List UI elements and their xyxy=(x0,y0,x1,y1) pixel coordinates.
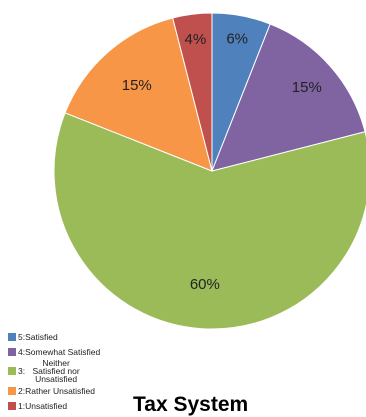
legend-swatch-4 xyxy=(8,347,16,356)
pie-slice-3 xyxy=(53,112,366,330)
legend-label-3: Neither Satisfied nor Unsatisfied xyxy=(32,358,80,384)
legend-label-2: Rather Unsatisfied xyxy=(25,385,96,396)
legend: 5: Satisfied 4: Somewhat Satisfied 3: Ne… xyxy=(8,331,188,415)
legend-item-1: 1: Unsatisfied xyxy=(8,400,188,411)
pie-slice-2 xyxy=(211,23,366,172)
legend-label-5: Satisfied xyxy=(25,331,58,342)
legend-swatch-3 xyxy=(8,367,16,375)
chart-title: Tax System xyxy=(133,393,249,416)
slice-label-2: 15% xyxy=(292,79,322,96)
legend-swatch-1 xyxy=(8,401,16,410)
legend-swatch-5 xyxy=(8,332,16,341)
legend-code-4: 4: xyxy=(18,346,26,357)
legend-item-5: 5: Satisfied xyxy=(8,331,188,342)
legend-code-2: 2: xyxy=(18,385,26,396)
slice-label-4: 15% xyxy=(122,77,152,94)
pie-slice-4 xyxy=(64,17,213,172)
slice-label-5: 4% xyxy=(185,31,207,48)
legend-code-3: 3: xyxy=(18,366,26,376)
legend-label-4: Somewhat Satisfied xyxy=(25,346,101,357)
slice-label-1: 6% xyxy=(226,31,248,48)
legend-item-2: 2: Rather Unsatisfied xyxy=(8,385,188,396)
pie-slices xyxy=(53,12,366,330)
pie-slice-5 xyxy=(172,12,213,172)
legend-label-1: Unsatisfied xyxy=(25,400,68,411)
legend-item-4: 4: Somewhat Satisfied xyxy=(8,346,188,357)
slice-label-3: 60% xyxy=(190,276,220,293)
slice-labels: 6% 15% 60% 15% 4% xyxy=(122,31,322,293)
legend-swatch-2 xyxy=(8,386,16,395)
legend-code-1: 1: xyxy=(18,400,26,411)
legend-code-5: 5: xyxy=(18,331,26,342)
legend-item-3: 3: Neither Satisfied nor Unsatisfied xyxy=(8,358,188,384)
